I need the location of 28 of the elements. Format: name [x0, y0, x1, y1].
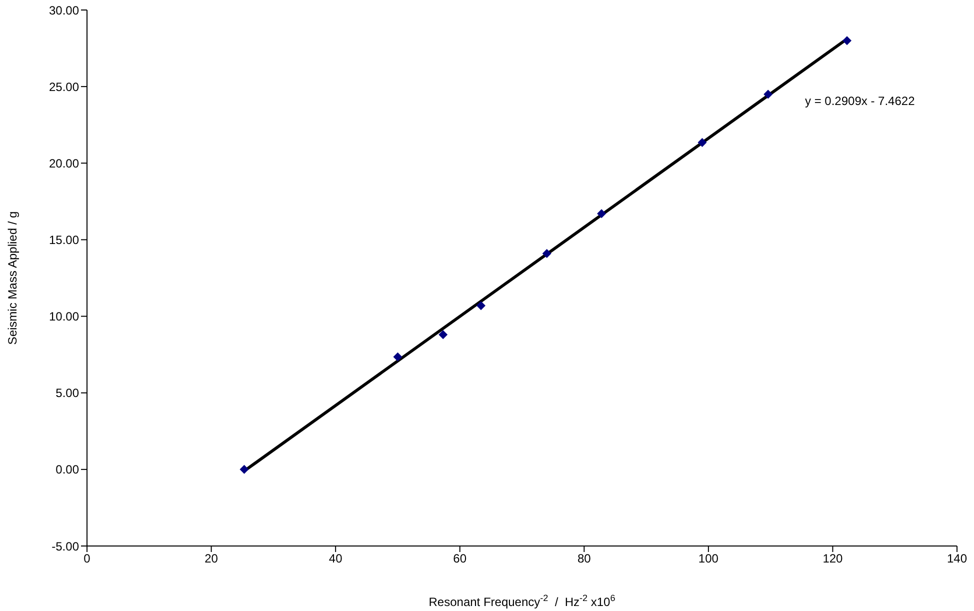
y-axis-title: Seismic Mass Applied / g: [5, 211, 20, 345]
point: [476, 301, 486, 310]
x-tick-label: 40: [328, 552, 343, 566]
x-axis-title: Resonant Frequency$^{-2}$ / Hz$^{-2}$ x10$^{6}$: [428, 593, 616, 609]
y-tick-label: 10.00: [48, 310, 80, 324]
point: [698, 138, 707, 147]
x-tick-label: 100: [698, 552, 719, 566]
point: [764, 90, 773, 99]
x-tick-label: 0: [84, 552, 91, 566]
y-tick-label: 5.00: [56, 386, 80, 400]
x-tick-label: 20: [204, 552, 218, 566]
y-tick-label: 20.00: [48, 156, 80, 170]
point: [842, 36, 852, 46]
x-tick-label: 120: [822, 552, 844, 566]
x-tick-label: 60: [453, 552, 467, 566]
y-tick-label: 15.00: [48, 232, 80, 247]
y-tick-label: 25.00: [48, 80, 80, 94]
point: [240, 464, 249, 474]
x-tick-label: 140: [946, 552, 968, 566]
point: [393, 352, 402, 362]
point: [597, 209, 606, 218]
y-tick-label: 0.00: [56, 462, 80, 477]
y-tick-label: -5.00: [52, 539, 80, 554]
point: [438, 330, 448, 340]
point: [542, 248, 552, 258]
x-tick-label: 80: [577, 552, 592, 566]
y-tick-label: 30.00: [48, 3, 80, 18]
annotation: y = 0.2909x - 7.4622: [805, 94, 915, 108]
